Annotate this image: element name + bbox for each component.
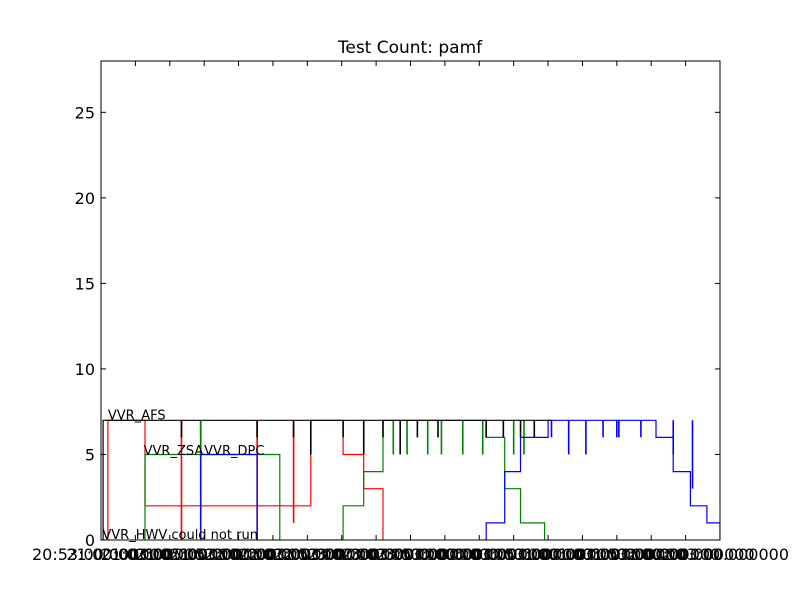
x-tick-label: 01:00:00.000000 [513,545,651,564]
x-tick-label: 00:53:00.000000 [479,545,617,564]
annotation-label: VVR_HWV could not run [102,528,258,543]
y-tick-label: 25 [75,103,95,122]
y-tick-label: 15 [75,274,95,293]
x-tick-label: 23:53:00.000000 [376,545,514,564]
series-5 [200,453,258,540]
x-tick-label: 00:03:00.000000 [445,545,583,564]
annotation-label: VVR_AFS [108,408,166,423]
annotation-label: VVR_DPC [204,444,264,459]
series-line [101,419,552,540]
annotation-layer: VVR_AFS VVR_ZSA VVR_DPC VVR_HWV could not r… [102,408,264,543]
series-2 [482,419,720,540]
x-tick-label: 22:00:00.000000 [204,545,342,564]
y-tick-label: 20 [75,189,95,208]
x-tick-label: 23:00:00.000000 [307,545,445,564]
series-line [200,453,258,540]
x-tick-label: 20:53:00.000000 [32,545,170,564]
series-line [482,419,720,540]
x-tick-label: 01:53:00.000000 [582,545,720,564]
x-tick-label: 21:03:00.000000 [101,545,239,564]
annotation-label: VVR_ZSA [144,444,204,459]
x-tick-label: 02:00:00.000000 [617,545,755,564]
chart-title: Test Count: pamf [337,38,483,58]
x-tick-label: 21:05:00.000000 [135,545,273,564]
x-tick-label: 00:00:00.000000 [410,545,548,564]
y-tick-label: 10 [75,360,95,379]
x-tick-label: 22:03:00.000000 [238,545,376,564]
x-tick-label: 23:03:00.000000 [341,545,479,564]
y-tick-label: 5 [85,445,95,464]
x-tick-label: 21:00:00.000000 [66,545,204,564]
x-tick-label: 22:53:00.000000 [273,545,411,564]
x-tick-label: 02:03:00.000000 [651,545,789,564]
x-tick-label: 01:03:00.000000 [548,545,686,564]
y-tick-label: 0 [85,531,95,550]
x-tick-label: 21:53:00.000000 [170,545,308,564]
series-layer [101,419,720,540]
axes-layer: 0 5 10 15 20 25 20:53:00.00000021:00:00.000000… [32,60,789,564]
